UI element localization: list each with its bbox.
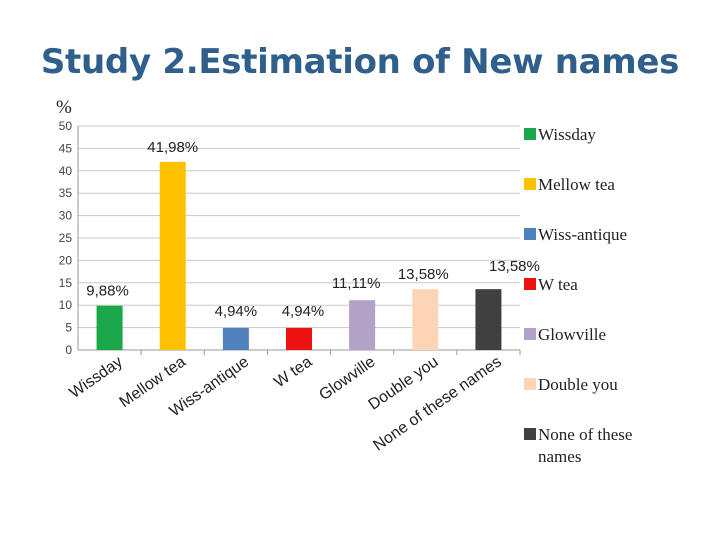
data-labels: 9,88% 41,98% 4,94% 4,94% 11,11% 13,58% 13,58% [86,139,540,320]
y-tick-label: 50 [59,119,73,133]
bars [96,161,502,350]
legend-swatch [524,428,536,440]
legend-item: W tea [524,274,714,296]
bar [159,161,186,350]
legend-swatch [524,128,536,140]
bar [286,327,312,350]
data-label: 13,58% [398,266,449,283]
y-tick-label: 5 [65,321,72,335]
data-label: 4,94% [282,303,325,320]
data-label: 11,11% [332,275,381,292]
legend-item: Double you [524,374,714,396]
legend-swatch [524,328,536,340]
legend-swatch [524,278,536,290]
legend-label: Glowville [538,325,606,344]
y-tick-label: 10 [59,298,73,312]
bar [475,289,502,350]
legend-item: Wiss-antique [524,224,714,246]
legend-label: Double you [538,375,618,394]
legend-item: Mellow tea [524,174,714,196]
y-tick-label: 25 [59,231,73,245]
axes [77,126,521,355]
y-tick-label: 20 [59,253,73,267]
legend-item: None of these names [524,424,714,468]
legend-swatch [524,378,536,390]
data-label: 41,98% [147,139,198,156]
legend-label: Wissday [538,125,596,144]
bar [222,327,249,350]
y-tick-labels: 0 5 10 15 20 25 30 35 40 45 50 [59,119,73,357]
legend-label: Wiss-antique [538,225,628,244]
slide-title: Study 2.Estimation of New names [40,42,680,82]
data-label: 9,88% [86,283,129,300]
legend-label: Mellow tea [538,175,615,194]
legend-swatch [524,228,536,240]
legend-item: Glowville [524,324,714,346]
y-tick-label: 0 [65,343,72,357]
gridlines [78,125,520,351]
legend-label: None of these names [538,425,633,466]
bar [412,289,439,350]
data-label: 13,58% [489,258,540,275]
y-tick-label: 40 [59,164,73,178]
category-label: Wissday [67,353,126,402]
legend-swatch [524,178,536,190]
legend-item: Wissday [524,124,714,146]
category-label: W tea [271,353,315,391]
y-tick-label: 15 [59,276,73,290]
data-label: 4,94% [215,303,258,320]
legend-label: W tea [538,275,578,294]
bar [349,300,376,350]
y-tick-label: 30 [59,209,73,223]
bar [96,305,123,350]
y-tick-label: 45 [59,141,73,155]
y-axis-label: % [56,97,72,118]
y-tick-label: 35 [59,186,73,200]
